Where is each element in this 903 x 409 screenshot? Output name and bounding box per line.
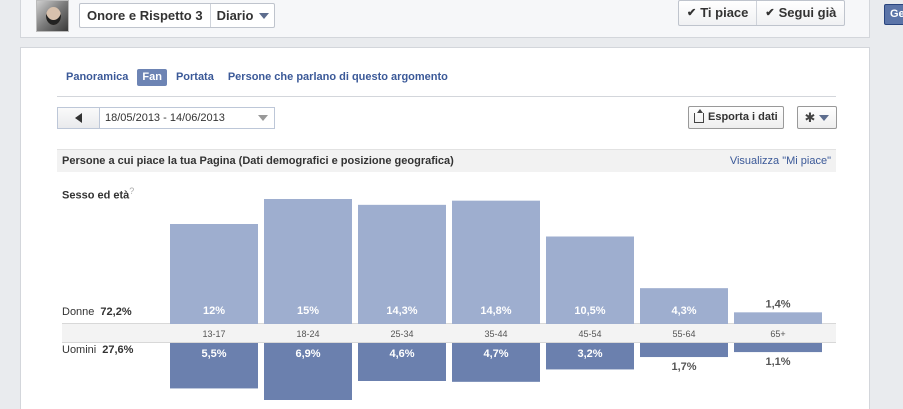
- age-axis-band: [62, 323, 836, 343]
- men-bar: [452, 343, 540, 382]
- timeline-dropdown[interactable]: Diario: [211, 4, 275, 27]
- section-header: Persone a cui piace la tua Pagina (Dati …: [57, 149, 836, 172]
- women-value-label: 14,8%: [480, 305, 511, 317]
- view-likes-link[interactable]: Visualizza "Mi piace": [729, 155, 831, 167]
- help-icon[interactable]: ?: [129, 186, 135, 196]
- page-avatar[interactable]: [36, 0, 69, 32]
- age-tick-label: 55-64: [672, 329, 695, 339]
- men-value-label: 4,7%: [483, 348, 508, 360]
- tab-reach[interactable]: Portata: [175, 71, 214, 83]
- like-label: Ti piace: [700, 5, 749, 20]
- age-tick-label: 45-54: [578, 329, 601, 339]
- men-value-label: 1,1%: [765, 356, 790, 368]
- women-bar: [640, 288, 728, 324]
- prev-period-button[interactable]: [58, 108, 100, 128]
- insights-tabs: Panoramica Fan Portata Persone che parla…: [61, 69, 457, 86]
- gender-age-chart: 13-17 12% 5,5% 18-24 15% 6,9% 25-34 14,3% 4,6% 35…: [170, 199, 822, 400]
- date-range-value: 18/05/2013 - 14/06/2013: [105, 112, 225, 124]
- tab-fan[interactable]: Fan: [137, 69, 167, 86]
- women-value-label: 14,3%: [386, 305, 417, 317]
- age-tick-label: 13-17: [202, 329, 225, 339]
- check-icon: ✔: [765, 7, 775, 19]
- insights-card: Panoramica Fan Portata Persone che parla…: [20, 47, 870, 409]
- export-icon: [694, 108, 704, 123]
- women-row-label: Donne 72,2%: [62, 306, 132, 318]
- women-value-label: 12%: [203, 305, 225, 317]
- age-tick-label: 25-34: [390, 329, 413, 339]
- women-value-label: 15%: [297, 305, 319, 317]
- like-button[interactable]: ✔ Ti piace: [679, 1, 756, 25]
- chevron-down-icon: [819, 114, 830, 121]
- date-range-picker: 18/05/2013 - 14/06/2013: [57, 107, 275, 129]
- men-series-name: Uomini: [62, 344, 97, 356]
- women-total: 72,2%: [100, 306, 132, 318]
- follow-label: Segui già: [778, 5, 837, 20]
- age-tick-label: 35-44: [484, 329, 507, 339]
- men-bar: [264, 343, 352, 400]
- men-total: 27,6%: [102, 344, 134, 356]
- women-bar: [170, 224, 258, 324]
- divider: [57, 96, 836, 97]
- age-tick-label: 18-24: [296, 329, 319, 339]
- women-bar: [734, 312, 822, 324]
- chart-subtitle: Sesso ed età?: [62, 186, 134, 202]
- date-range-select[interactable]: 18/05/2013 - 14/06/2013: [100, 108, 274, 128]
- women-bar: [358, 204, 446, 324]
- men-row-label: Uomini 27,6%: [62, 344, 133, 356]
- women-bar: [264, 199, 352, 324]
- men-bar: [546, 343, 634, 370]
- settings-dropdown[interactable]: ✱: [797, 106, 837, 129]
- men-bar: [640, 343, 728, 358]
- age-tick-label: 65+: [770, 329, 785, 339]
- women-bar: [452, 200, 540, 324]
- men-bar: [358, 343, 446, 381]
- tab-talking-about[interactable]: Persone che parlano di questo argomento: [227, 71, 448, 83]
- page-name[interactable]: Onore e Rispetto 3: [80, 4, 211, 27]
- men-bar: [734, 343, 822, 353]
- timeline-label: Diario: [216, 8, 254, 23]
- export-button[interactable]: Esporta i dati: [688, 106, 784, 129]
- men-value-label: 4,6%: [389, 348, 414, 360]
- page-switcher[interactable]: Onore e Rispetto 3 Diario: [79, 3, 276, 28]
- follow-button[interactable]: ✔ Segui già: [756, 1, 844, 25]
- tab-overview[interactable]: Panoramica: [66, 71, 129, 83]
- gear-icon: ✱: [804, 109, 816, 125]
- men-value-label: 3,2%: [577, 348, 602, 360]
- chevron-down-icon: [258, 115, 268, 121]
- like-follow-group: ✔ Ti piace ✔ Segui già: [678, 0, 846, 26]
- triangle-left-icon: [75, 113, 82, 123]
- chevron-down-icon: [259, 12, 270, 19]
- women-series-name: Donne: [62, 306, 95, 318]
- page-header: Onore e Rispetto 3 Diario ✔ Ti piace ✔ S…: [20, 0, 870, 38]
- men-value-label: 1,7%: [671, 361, 696, 373]
- women-bar: [546, 236, 634, 324]
- men-value-label: 5,5%: [201, 348, 226, 360]
- edge-button[interactable]: Ge: [884, 4, 903, 25]
- women-value-label: 4,3%: [671, 305, 696, 317]
- women-value-label: 1,4%: [765, 298, 790, 310]
- export-label: Esporta i dati: [708, 111, 778, 123]
- subtitle-text: Sesso ed età: [62, 189, 130, 202]
- check-icon: ✔: [687, 7, 697, 19]
- section-title: Persone a cui piace la tua Pagina (Dati …: [62, 155, 454, 167]
- women-value-label: 10,5%: [574, 305, 605, 317]
- men-value-label: 6,9%: [295, 348, 320, 360]
- men-bar: [170, 343, 258, 389]
